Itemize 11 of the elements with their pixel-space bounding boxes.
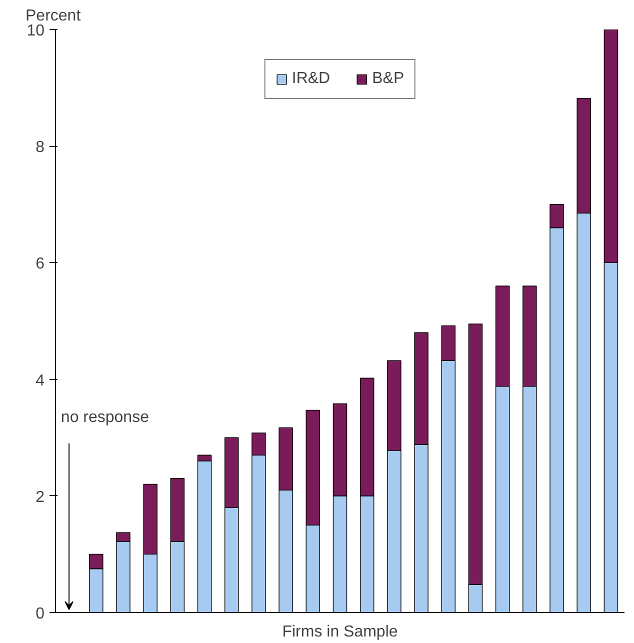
y-tick-label: 10 (26, 22, 45, 40)
y-tick-label: 6 (36, 256, 45, 273)
x-axis-title: Firms in Sample (282, 624, 398, 640)
y-tick-label: 4 (36, 372, 45, 390)
annotation: no response (60, 408, 150, 426)
legend-label: B&P (372, 70, 404, 88)
y-tick-label: 2 (36, 488, 45, 506)
y-tick-label: 8 (36, 139, 45, 156)
y-tick-label: 0 (36, 606, 45, 622)
y-axis-title: Percent (26, 8, 82, 24)
legend-label: IR&D (292, 70, 330, 88)
